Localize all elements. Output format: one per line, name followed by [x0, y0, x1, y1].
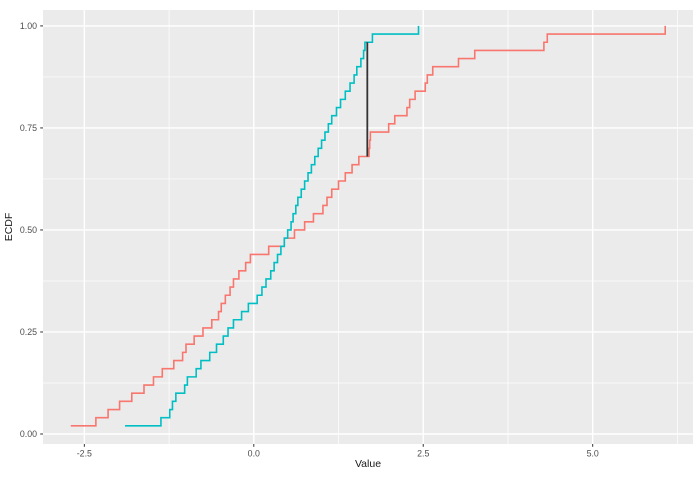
y-tick-label: 1.00 [20, 21, 37, 31]
x-tick-label: 0.0 [248, 449, 260, 459]
y-axis-title: ECDF [3, 213, 15, 242]
x-tick-label: -2.5 [77, 449, 92, 459]
x-tick-label: 2.5 [417, 449, 429, 459]
ecdf-curve-sample-1 [70, 25, 667, 427]
x-axis-title: Value [355, 458, 381, 470]
y-tick-label: 0.00 [20, 429, 37, 439]
ecdf-curve-sample-2 [125, 25, 420, 427]
y-tick-label: 0.50 [20, 225, 37, 235]
y-tick-label: 0.75 [20, 123, 37, 133]
y-tick-label: 0.25 [20, 327, 37, 337]
x-tick-label: 5.0 [587, 449, 599, 459]
